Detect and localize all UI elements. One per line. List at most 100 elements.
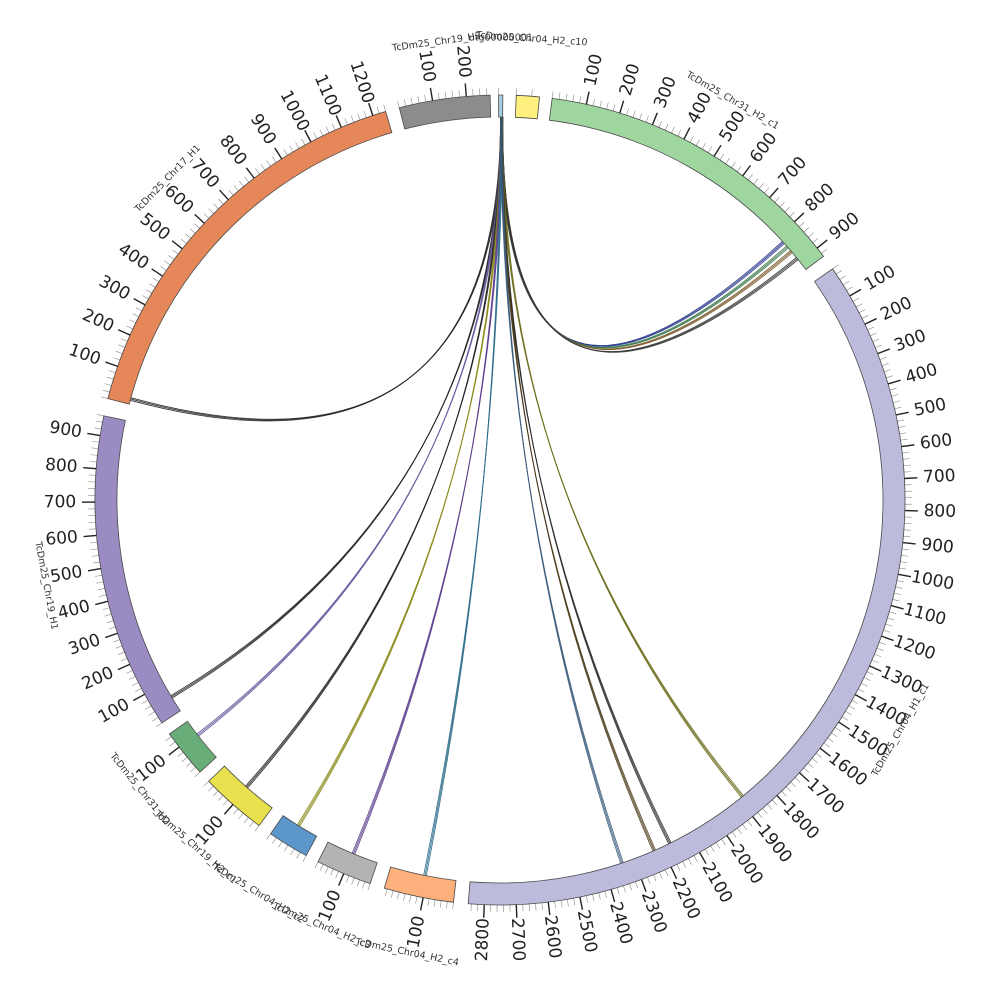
minor-tick: [168, 255, 175, 260]
minor-tick: [852, 297, 860, 302]
major-tick: [483, 904, 485, 918]
minor-tick: [95, 574, 103, 577]
minor-tick: [325, 126, 330, 134]
minor-tick: [831, 732, 838, 737]
major-tick: [117, 329, 131, 336]
link-strand: [502, 117, 785, 347]
minor-tick: [233, 185, 239, 191]
major-tick: [219, 189, 229, 201]
major-tick: [869, 665, 882, 672]
major-tick: [579, 896, 584, 910]
minor-tick: [664, 869, 669, 877]
tick-label: 800: [44, 455, 78, 477]
minor-tick: [97, 587, 105, 591]
major-tick: [151, 268, 163, 277]
segment-c3: [317, 841, 378, 885]
segment-h2c1: [548, 97, 825, 271]
segment-h2c10: [514, 94, 540, 120]
tick-label: 2200: [668, 875, 704, 923]
minor-tick: [695, 139, 700, 146]
minor-tick: [89, 461, 97, 463]
tick-label: 2600: [540, 914, 565, 959]
major-tick: [713, 144, 722, 157]
tick-label: 800: [923, 501, 956, 522]
segment-label: utg00000001: [469, 32, 533, 43]
minor-tick: [427, 898, 430, 906]
link-strand: [171, 117, 503, 698]
minor-tick: [213, 203, 219, 210]
tick-label: 100: [414, 48, 439, 83]
tick-label: 1800: [779, 798, 823, 843]
minor-tick: [92, 561, 100, 564]
minor-tick: [846, 286, 853, 291]
tick-label: 1200: [891, 631, 938, 664]
minor-tick: [535, 903, 537, 911]
minor-tick: [858, 688, 865, 693]
minor-tick: [145, 289, 152, 294]
minor-tick: [283, 149, 288, 156]
major-tick: [105, 361, 118, 368]
minor-tick: [391, 890, 394, 898]
link-h2c1: [500, 117, 783, 347]
major-tick: [117, 663, 131, 671]
major-tick: [585, 91, 590, 105]
minor-tick: [551, 91, 554, 99]
minor-tick: [579, 95, 582, 103]
minor-tick: [736, 165, 742, 172]
minor-tick: [855, 303, 863, 308]
minor-tick: [664, 123, 669, 131]
minor-tick: [96, 414, 104, 417]
minor-tick: [812, 237, 819, 243]
link-strand: [502, 117, 742, 798]
minor-tick: [899, 432, 907, 435]
minor-tick: [254, 825, 260, 832]
minor-tick: [272, 156, 277, 163]
major-tick: [335, 115, 342, 128]
minor-tick: [839, 275, 846, 280]
minor-tick: [639, 113, 643, 120]
minor-tick: [758, 183, 764, 189]
minor-tick: [889, 387, 897, 391]
minor-tick: [623, 885, 626, 893]
minor-tick: [249, 821, 254, 828]
minor-tick: [742, 824, 747, 831]
minor-tick: [879, 641, 886, 645]
minor-tick: [843, 280, 850, 286]
minor-tick: [798, 222, 805, 228]
link-h2c1: [500, 117, 787, 348]
minor-tick: [671, 126, 675, 134]
tick-label: 1700: [803, 774, 848, 818]
minor-tick: [410, 97, 413, 105]
minor-tick: [108, 626, 116, 630]
minor-tick: [189, 228, 196, 234]
minor-tick: [363, 110, 367, 118]
minor-tick: [808, 232, 814, 238]
major-tick: [793, 212, 805, 223]
minor-tick: [90, 541, 98, 544]
minor-tick: [90, 454, 98, 456]
link-strand: [296, 117, 504, 826]
minor-tick: [895, 586, 903, 589]
minor-tick: [688, 858, 692, 865]
minor-tick: [383, 104, 386, 112]
major-tick: [890, 604, 904, 610]
minor-tick: [645, 115, 649, 123]
tick-label: 300: [650, 74, 681, 112]
minor-tick: [101, 396, 108, 399]
minor-tick: [458, 90, 460, 98]
minor-tick: [867, 326, 875, 331]
minor-tick: [104, 613, 112, 617]
minor-tick: [757, 812, 763, 819]
tick-label: 100: [95, 695, 133, 728]
minor-tick: [424, 94, 427, 102]
major-tick: [698, 852, 707, 865]
segment-chr19h1: [94, 415, 181, 724]
tick-marks: [82, 83, 918, 918]
minor-tick: [747, 174, 753, 181]
tick-label: 2400: [605, 900, 636, 947]
major-tick: [798, 772, 810, 782]
minor-tick: [376, 106, 380, 114]
link-strand: [298, 117, 503, 826]
minor-tick: [903, 464, 911, 467]
